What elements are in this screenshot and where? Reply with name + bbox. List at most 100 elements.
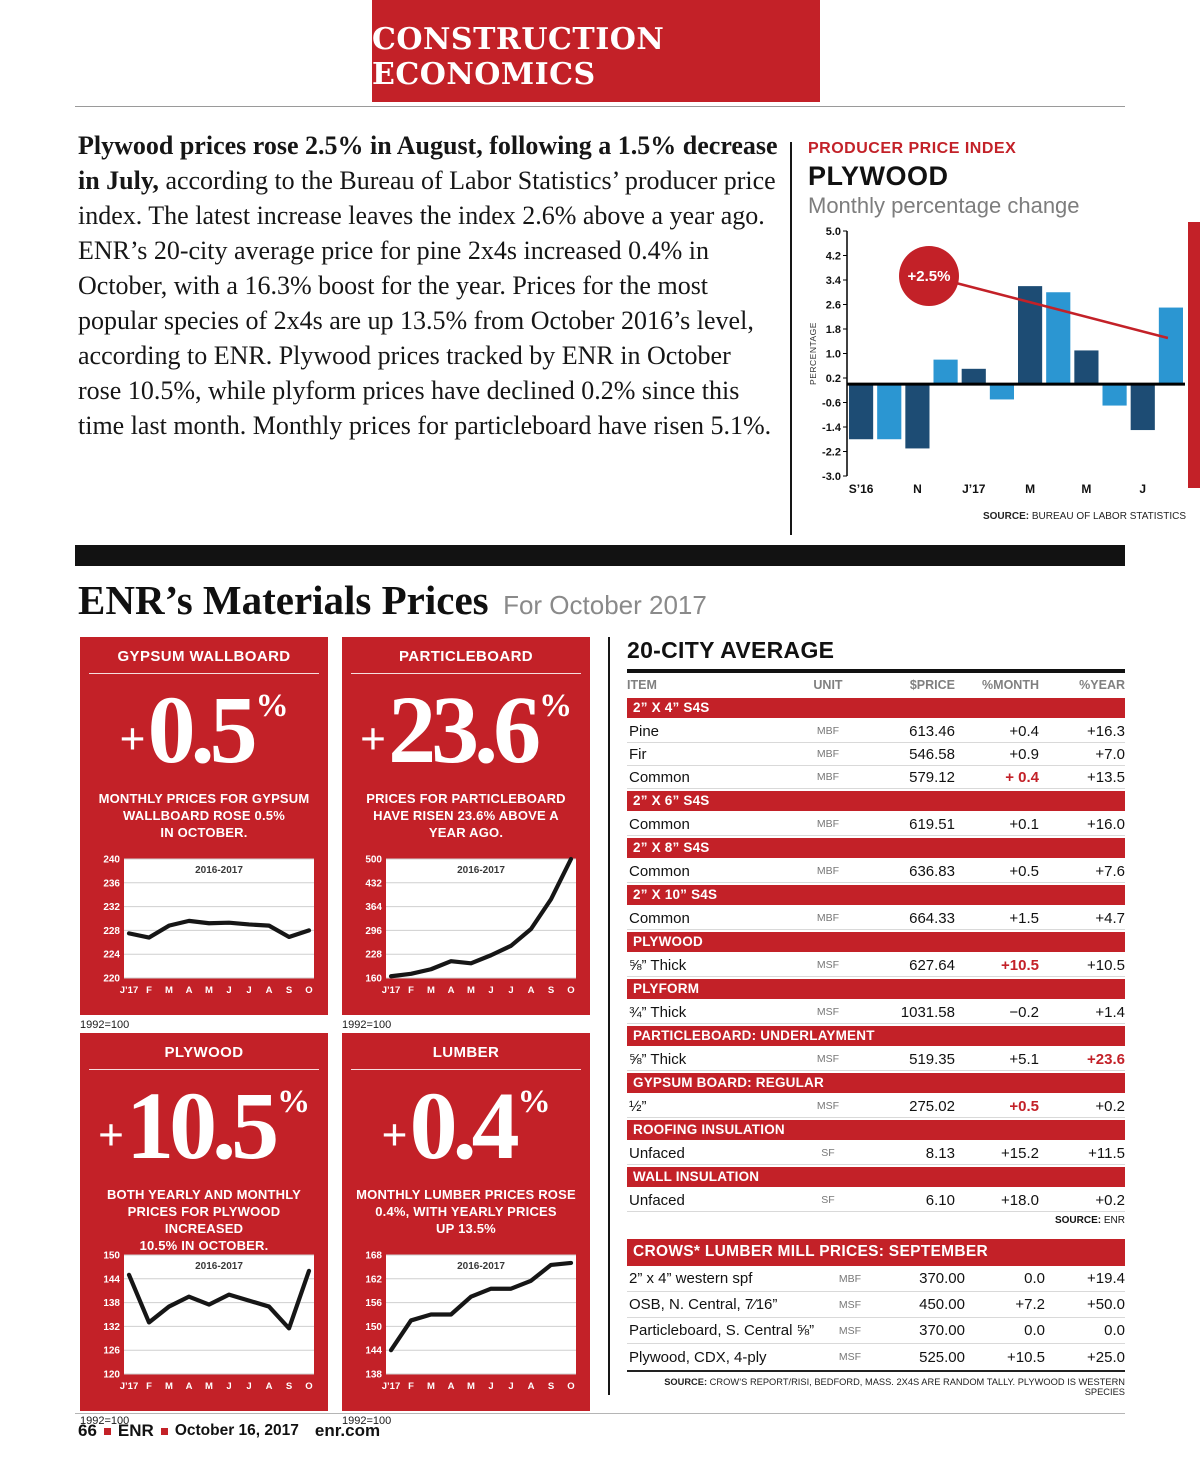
table-row: Particleboard, S. Central ⅝” MSF 370.00 0.0… xyxy=(627,1318,1125,1344)
col-unit: UNIT xyxy=(813,678,843,692)
footer-separator-square xyxy=(160,1427,168,1435)
card-percent-sign: % xyxy=(517,1084,551,1120)
svg-text:J: J xyxy=(488,985,493,996)
article-text: Plywood prices rose 2.5% in August, foll… xyxy=(78,128,778,443)
index-base-note: 1992=100 xyxy=(80,1019,130,1031)
masthead-banner: CONSTRUCTION ECONOMICS xyxy=(372,0,820,102)
cell-month: 0.0 xyxy=(1024,1322,1045,1339)
cell-price: 8.13 xyxy=(925,1144,955,1162)
card-sign: + xyxy=(381,1109,408,1160)
website: enr.com xyxy=(314,1421,381,1440)
cell-year: +23.6 xyxy=(1087,1050,1125,1068)
card-title: LUMBER xyxy=(351,1033,581,1070)
svg-text:150: 150 xyxy=(365,1322,382,1333)
svg-text:O: O xyxy=(567,1381,574,1392)
cell-item: ¾” Thick xyxy=(629,1003,687,1021)
ppi-kicker: PRODUCER PRICE INDEX xyxy=(808,140,1017,157)
cell-item: Plywood, CDX, 4-ply xyxy=(629,1348,767,1366)
cell-unit: MBF xyxy=(816,771,840,783)
svg-text:M: M xyxy=(205,1381,213,1392)
svg-text:M: M xyxy=(1025,482,1035,496)
col-item: ITEM xyxy=(627,678,657,692)
cell-month: −0.2 xyxy=(1009,1003,1039,1021)
cell-price: 613.46 xyxy=(909,722,955,740)
svg-text:4.2: 4.2 xyxy=(826,251,841,263)
svg-text:168: 168 xyxy=(365,1251,382,1262)
cell-year: +0.2 xyxy=(1095,1191,1125,1209)
table-row: Fir MBF 546.58 +0.9 +7.0 xyxy=(627,743,1125,766)
cell-unit: MBF xyxy=(816,748,840,760)
table-section-header: ROOFING INSULATION xyxy=(627,1120,1125,1140)
svg-text:J: J xyxy=(508,1381,513,1392)
svg-text:150: 150 xyxy=(103,1251,120,1262)
card-description: BOTH YEARLY AND MONTHLY PRICES FOR PLYWO… xyxy=(106,1187,302,1254)
ppi-source-text: BUREAU OF LABOR STATISTICS xyxy=(1031,511,1186,522)
svg-text:M: M xyxy=(427,1381,435,1392)
section-subtitle: For October 2017 xyxy=(503,590,707,620)
svg-text:1.0: 1.0 xyxy=(826,349,841,361)
cell-price: 370.00 xyxy=(919,1322,965,1339)
card-title: PARTICLEBOARD xyxy=(351,637,581,674)
cell-price: 664.33 xyxy=(909,909,955,927)
table-section-header: 2” X 8” S4S xyxy=(627,838,1125,858)
city-table-rows: 2” X 4” S4S Pine MBF 613.46 +0.4 +16.3 Fir MBF 5… xyxy=(627,698,1125,1212)
svg-text:138: 138 xyxy=(365,1370,382,1381)
cell-unit: MBF xyxy=(816,725,840,737)
card-description: MONTHLY PRICES FOR GYPSUM WALLBOARD ROSE… xyxy=(98,791,310,841)
svg-text:3.4: 3.4 xyxy=(826,275,842,287)
svg-text:126: 126 xyxy=(103,1346,120,1357)
svg-text:138: 138 xyxy=(103,1298,120,1309)
svg-text:F: F xyxy=(146,1381,152,1392)
svg-text:144: 144 xyxy=(103,1274,120,1285)
card-percent-sign: % xyxy=(277,1084,311,1120)
materials-prices-heading: ENR’s Materials Prices For October 2017 xyxy=(78,576,707,624)
svg-text:2016-2017: 2016-2017 xyxy=(457,1261,505,1272)
cell-month: +7.2 xyxy=(1015,1296,1045,1313)
svg-text:M: M xyxy=(427,985,435,996)
card-big-number: +0.4% xyxy=(342,1070,590,1186)
svg-text:-1.4: -1.4 xyxy=(822,422,842,434)
table-column-headers: ITEM UNIT $PRICE %MONTH %YEAR xyxy=(627,673,1125,696)
table-row: ½” MSF 275.02 +0.5 +0.2 xyxy=(627,1095,1125,1118)
svg-text:M: M xyxy=(467,985,475,996)
cell-year: +13.5 xyxy=(1087,768,1125,786)
table-section-header: 2” X 6” S4S xyxy=(627,791,1125,811)
cell-year: +4.7 xyxy=(1095,909,1125,927)
ppi-bar-chart: 5.0 4.2 3.4 2.6 1.8 1.0 0.2 -0.6 -1.4 -2.2 -3.0 PER… xyxy=(808,226,1185,496)
brand-name: ENR xyxy=(117,1421,154,1440)
table-section-header: PARTICLEBOARD: UNDERLAYMENT xyxy=(627,1026,1125,1046)
footer-separator-square xyxy=(103,1427,111,1435)
cell-item: Common xyxy=(629,815,690,833)
cell-price: 1031.58 xyxy=(900,1003,955,1021)
cell-item: ⅝” Thick xyxy=(629,1050,687,1068)
cell-unit: MBF xyxy=(838,1272,862,1285)
table-section-header: PLYFORM xyxy=(627,979,1125,999)
svg-text:+2.5%: +2.5% xyxy=(908,268,951,285)
cell-year: +7.6 xyxy=(1095,862,1125,880)
ppi-chart-block: PRODUCER PRICE INDEX PLYWOOD Monthly per… xyxy=(808,140,1192,522)
card-sign: + xyxy=(119,713,146,764)
stat-card-wrap: GYPSUM WALLBOARD +0.5% MONTHLY PRICES FO… xyxy=(80,637,328,1031)
masthead-title: CONSTRUCTION ECONOMICS xyxy=(372,22,665,92)
card-value: 0.5 xyxy=(147,676,258,783)
card-title: GYPSUM WALLBOARD xyxy=(89,637,319,674)
svg-text:160: 160 xyxy=(365,974,382,985)
cell-month: +0.5 xyxy=(1009,862,1039,880)
ppi-subtitle: Monthly percentage change xyxy=(808,193,1080,218)
cell-item: OSB, N. Central, 7⁄16” xyxy=(629,1296,778,1313)
table-row: Pine MBF 613.46 +0.4 +16.3 xyxy=(627,720,1125,743)
cell-price: 627.64 xyxy=(909,956,955,974)
svg-text:J: J xyxy=(246,985,251,996)
svg-text:N: N xyxy=(913,482,922,496)
svg-text:J’17: J’17 xyxy=(119,985,138,996)
svg-text:236: 236 xyxy=(103,878,120,889)
stat-card-particleboard: PARTICLEBOARD +23.6% PRICES FOR PARTICLE… xyxy=(342,637,590,1015)
top-rule xyxy=(75,106,1125,107)
svg-text:228: 228 xyxy=(365,950,382,961)
cell-year: +11.5 xyxy=(1088,1144,1125,1162)
stat-card-wrap: PLYWOOD +10.5% BOTH YEARLY AND MONTHLY P… xyxy=(80,1033,328,1427)
card-title: PLYWOOD xyxy=(89,1033,319,1070)
col-year: %YEAR xyxy=(1079,678,1125,692)
svg-text:296: 296 xyxy=(365,926,382,937)
svg-text:432: 432 xyxy=(365,878,382,889)
